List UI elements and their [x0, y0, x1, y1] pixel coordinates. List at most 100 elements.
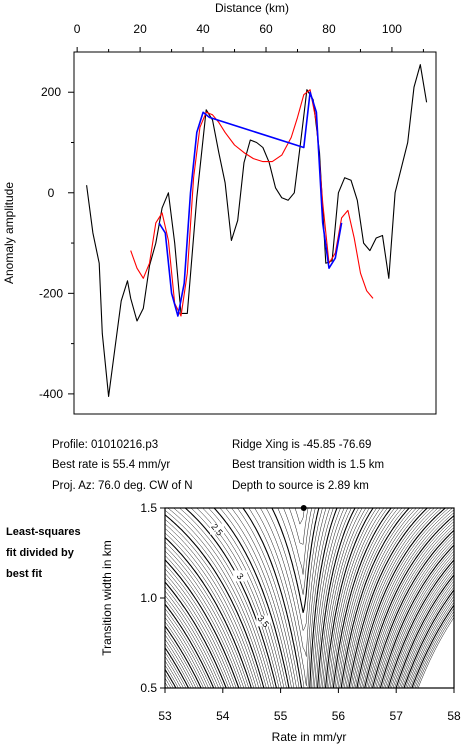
contour-line — [179, 508, 377, 688]
contour-line — [213, 508, 356, 688]
contour-label: 3 — [235, 571, 246, 581]
contour-line — [165, 508, 442, 688]
contour-line — [237, 508, 341, 688]
ridge-xing-text: Ridge Xing is -45.85 -76.69 — [232, 439, 371, 451]
contour-line — [165, 508, 439, 688]
contour-line — [165, 521, 454, 688]
top-y-tick-label: -400 — [39, 387, 63, 401]
bottom-y-tick-labels: 1.5 1.0 0.5 — [140, 501, 157, 695]
observed-profile-line — [86, 64, 428, 397]
top-x-tick-label: 60 — [259, 22, 273, 36]
top-ticks — [68, 47, 424, 395]
contour-line — [219, 508, 352, 688]
contour-line — [173, 508, 381, 688]
contour-line — [403, 589, 454, 688]
bottom-x-tick-label: 57 — [390, 709, 404, 723]
contour-line — [165, 533, 454, 688]
contour-line — [165, 565, 454, 688]
contour-label-bg — [233, 570, 248, 582]
contour-line — [248, 508, 334, 688]
contour-line — [165, 508, 421, 688]
side-label-line-3: best fit — [6, 568, 42, 580]
top-y-tick-labels: 200 0 -200 -400 — [39, 85, 63, 401]
contour-line — [208, 508, 359, 688]
contour-line — [414, 611, 454, 688]
profile-text: Profile: 01010216.p3 — [52, 439, 158, 451]
contour-line — [165, 508, 399, 688]
contour-line — [165, 508, 424, 688]
contour-line — [165, 508, 406, 688]
contour-line — [165, 508, 428, 688]
contour-line — [165, 556, 454, 688]
side-label-line-2: fit divided by — [6, 547, 75, 559]
top-plot-frame — [73, 51, 437, 415]
depth-text: Depth to source is 2.89 km — [232, 480, 369, 492]
contour-line — [416, 614, 454, 688]
contour-line — [405, 592, 454, 688]
bottom-x-tick-label: 53 — [158, 709, 172, 723]
bottom-y-tick-label: 1.5 — [140, 501, 157, 515]
contour-line — [165, 508, 450, 688]
best-rate-text: Best rate is 55.4 mm/yr — [52, 459, 170, 471]
contour-line — [413, 608, 454, 688]
contour-line — [225, 508, 349, 688]
contour-line — [289, 508, 309, 545]
contour-line — [231, 508, 345, 688]
top-x-tick-labels: 0 20 40 60 80 100 — [74, 22, 402, 36]
contour-line — [294, 508, 305, 525]
contour-line — [165, 512, 454, 688]
contour-labels: 2.533.5 — [209, 522, 271, 630]
contour-line — [165, 568, 454, 688]
contour-line — [165, 508, 392, 688]
contour-line — [260, 508, 327, 657]
contour-line — [410, 601, 454, 688]
model-profile-line — [130, 89, 374, 317]
contour-line — [242, 508, 338, 688]
contour-line — [165, 562, 454, 688]
contour-line — [165, 508, 403, 688]
contour-line — [165, 508, 417, 688]
contour-line — [265, 508, 323, 631]
misfit-contour-chart: 2.533.5 53 54 55 56 57 58 1.5 1.0 0.5 Rate in m… — [100, 501, 461, 744]
top-x-axis-label: Distance (km) — [215, 1, 289, 15]
contour-line — [406, 595, 454, 688]
top-y-tick-label: -200 — [39, 286, 63, 300]
contour-line — [165, 544, 454, 688]
bottom-ticks — [160, 507, 455, 693]
top-x-tick-label: 0 — [74, 22, 81, 36]
contour-line — [277, 508, 316, 595]
contour-line — [165, 553, 454, 688]
bottom-x-tick-label: 58 — [447, 709, 461, 723]
contour-line — [397, 577, 454, 688]
info-block: Profile: 01010216.p3 Best rate is 55.4 m… — [52, 439, 384, 492]
bottom-y-tick-label: 1.0 — [140, 591, 157, 605]
contour-label-bg — [210, 523, 225, 535]
proj-az-text: Proj. Az: 76.0 deg. CW of N — [52, 480, 193, 492]
top-y-axis-label: Anomaly amplitude — [2, 182, 16, 284]
side-label-line-1: Least-squares — [6, 526, 81, 538]
contour-line — [165, 559, 454, 688]
contour-line — [165, 509, 454, 688]
contour-line — [165, 508, 432, 688]
bottom-x-tick-label: 55 — [274, 709, 288, 723]
contour-line — [167, 508, 385, 688]
contour-line — [165, 547, 454, 688]
contour-label-bg — [256, 615, 271, 627]
contour-line — [165, 508, 395, 688]
contour-lines — [165, 508, 454, 688]
top-x-tick-label: 20 — [133, 22, 147, 36]
contour-line — [417, 617, 454, 688]
top-y-tick-label: 0 — [48, 186, 55, 200]
contour-line — [165, 508, 453, 688]
bottom-x-tick-label: 56 — [332, 709, 346, 723]
contour-line — [165, 515, 454, 688]
contour-line — [202, 508, 363, 688]
contour-line — [165, 508, 435, 688]
contour-line — [283, 508, 312, 575]
contour-line — [165, 508, 410, 688]
contour-line — [165, 539, 454, 688]
contour-line — [254, 508, 330, 686]
best-fit-marker — [300, 505, 307, 511]
bottom-x-axis-label: Rate in mm/yr — [272, 730, 347, 744]
